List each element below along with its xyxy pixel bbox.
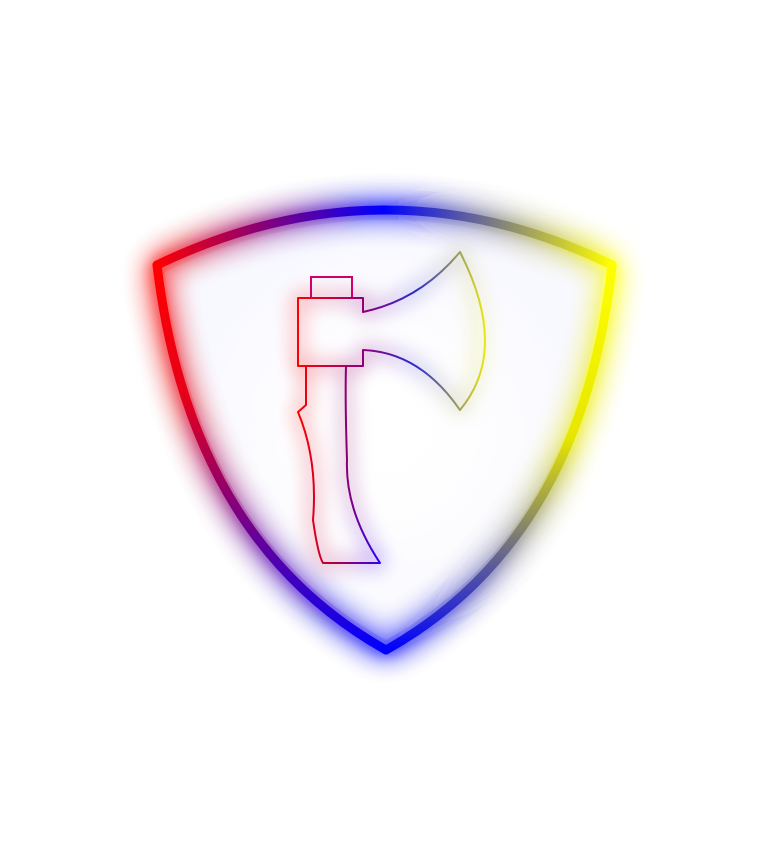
shield-icon (152, 205, 617, 655)
axe-icon (297, 251, 486, 564)
shield-inner-haze (165, 220, 604, 640)
